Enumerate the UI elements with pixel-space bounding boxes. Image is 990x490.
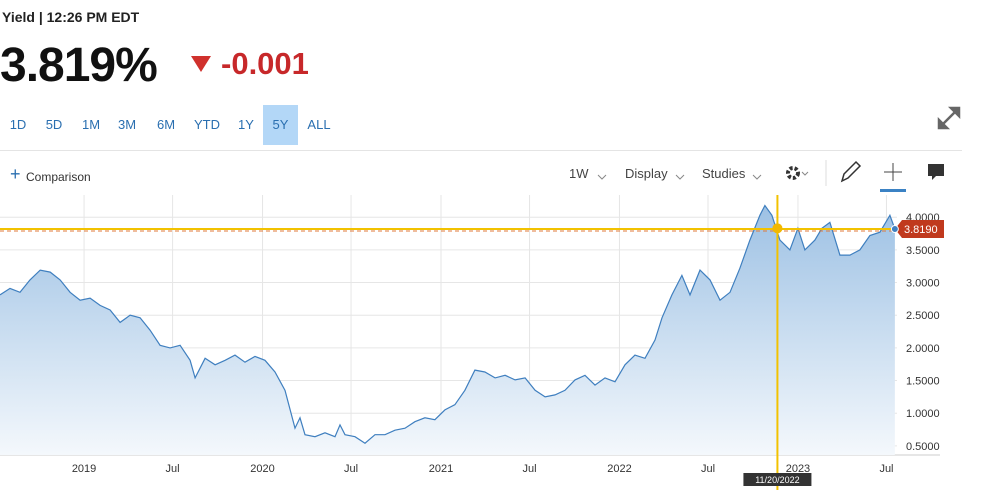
toolbar-icons[interactable]	[780, 158, 950, 194]
chart: 0.5000 1.0000 1.5000 2.0000 2.5000 3.0000 3.50…	[0, 195, 944, 490]
price: 3.819%	[0, 39, 158, 92]
studies-button[interactable]: Studies	[702, 166, 746, 181]
range-button[interactable]: 5D	[45, 117, 63, 132]
x-tick-label: Jul	[879, 463, 893, 475]
x-tick-label: 2022	[607, 463, 631, 475]
range-button[interactable]: 1D	[9, 117, 27, 132]
x-tick-label: Jul	[166, 463, 180, 475]
crosshair-label: 11/20/2022	[755, 475, 799, 485]
change: -0.001	[221, 46, 309, 81]
comparison-button[interactable]: Comparison	[26, 170, 91, 184]
range-button[interactable]: YTD	[194, 117, 220, 132]
y-tick-label: 0.5000	[906, 441, 940, 453]
down-arrow	[191, 56, 211, 72]
x-tick-label: Jul	[701, 463, 715, 475]
x-tick-label: 2023	[786, 463, 810, 475]
last-value-tag	[895, 220, 944, 239]
area-fill	[0, 205, 895, 455]
y-tick-label: 2.5000	[906, 310, 940, 322]
divider	[0, 150, 962, 151]
crosshair-dot	[772, 223, 783, 234]
last-point	[890, 225, 899, 234]
y-tick-label: 1.0000	[906, 408, 940, 420]
y-tick-label: 1.5000	[906, 376, 940, 388]
plus-icon[interactable]: +	[10, 164, 21, 184]
y-tick-label: 3.5000	[906, 245, 940, 257]
quote-label: Yield | 12:26 PM EDT	[2, 9, 140, 25]
range-button[interactable]: 6M	[156, 117, 176, 132]
dropdown-carets	[597, 174, 762, 180]
x-tick-label: Jul	[522, 463, 536, 475]
x-tick-label: Jul	[344, 463, 358, 475]
y-tick-label: 2.0000	[906, 343, 940, 355]
range-button[interactable]: 1M	[81, 117, 101, 132]
range-button[interactable]: 3M	[117, 117, 137, 132]
x-tick-label: 2019	[72, 463, 96, 475]
price-line	[0, 204, 896, 444]
x-tick-label: 2021	[429, 463, 453, 475]
expand-icon[interactable]	[935, 104, 963, 132]
display-button[interactable]: Display	[625, 166, 668, 181]
range-button[interactable]: ALL	[307, 117, 331, 132]
last-value-label: 3.8190	[904, 224, 938, 236]
crosshair-tag	[743, 473, 812, 486]
range-button[interactable]: 5Y	[263, 105, 298, 145]
interval-button[interactable]: 1W	[569, 166, 589, 181]
range-button[interactable]: 1Y	[238, 117, 254, 132]
y-tick-label: 3.0000	[906, 278, 940, 290]
x-tick-label: 2020	[250, 463, 274, 475]
